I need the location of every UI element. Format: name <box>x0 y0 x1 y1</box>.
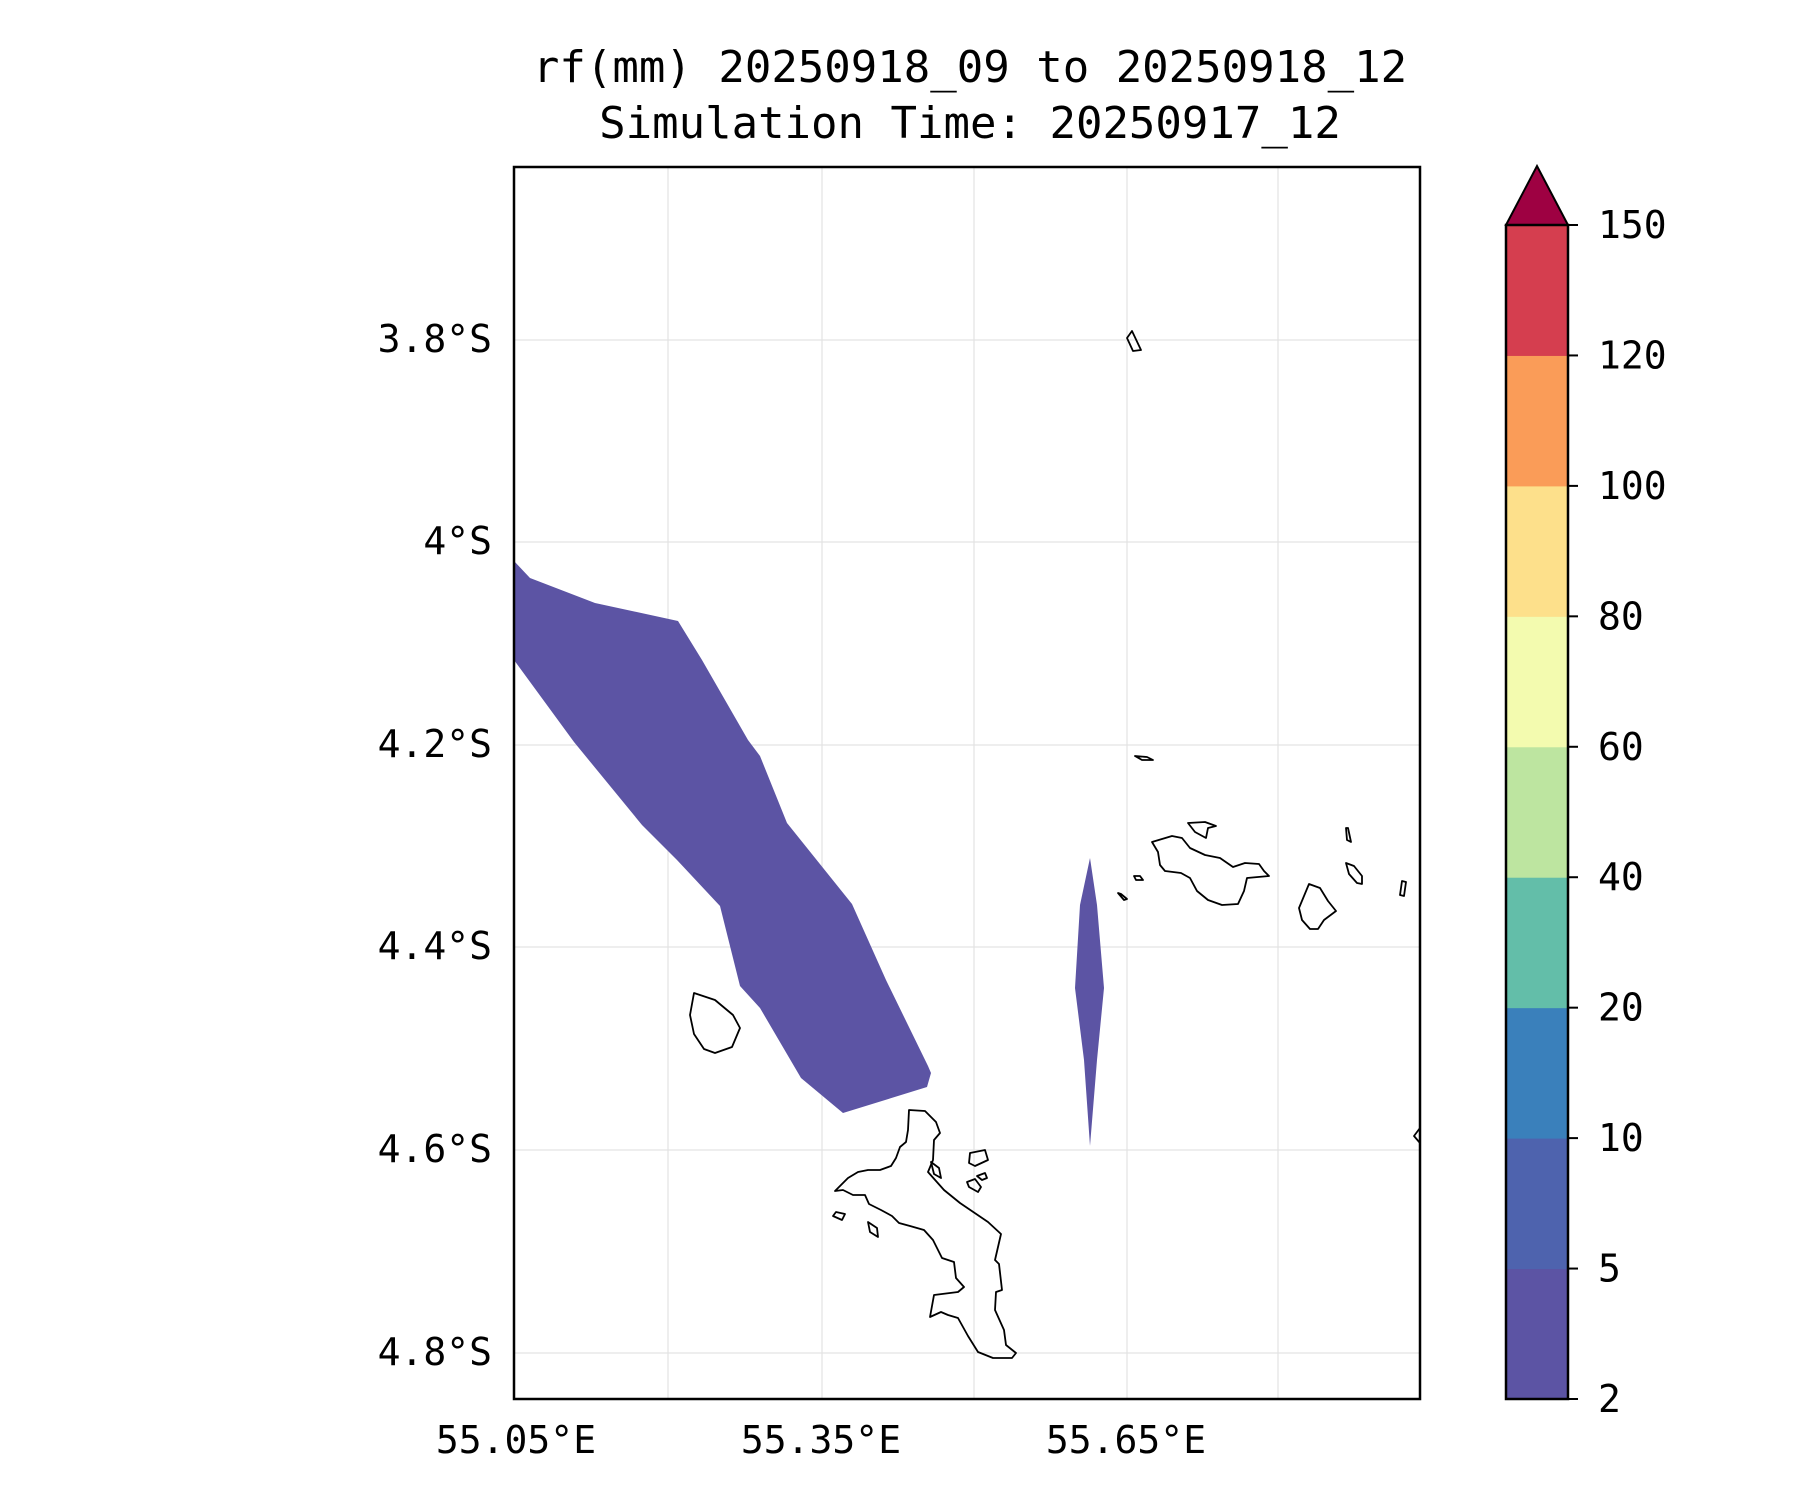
map-title-line-1: rf(mm) 20250918_09 to 20250918_12 <box>533 42 1407 93</box>
coastline-islet <box>867 1221 879 1238</box>
colorbar-tick-label: 40 <box>1598 855 1644 899</box>
coastline-islet <box>976 1172 988 1181</box>
colorbar-bin <box>1506 485 1568 617</box>
y-axis-labels: 3.8°S 4°S 4.2°S 4.4°S 4.6°S 4.8°S <box>378 317 492 1374</box>
colorbar-bin <box>1506 616 1568 748</box>
y-tick-label: 4°S <box>423 519 492 563</box>
y-tick-label: 4.4°S <box>378 924 492 968</box>
y-tick-label: 4.8°S <box>378 1330 492 1374</box>
x-axis-labels: 55.05°E 55.35°E 55.65°E <box>436 1418 1206 1462</box>
colorbar-tick-label: 10 <box>1598 1116 1644 1160</box>
coastline-islet <box>1345 862 1363 885</box>
colorbar-tick-label: 80 <box>1598 594 1644 638</box>
colorbar: 2 5 10 20 40 60 80 100 120 150 <box>1504 163 1667 1421</box>
colorbar-extend-max-triangle <box>1504 163 1570 226</box>
coastline-islet <box>1399 880 1407 897</box>
colorbar-bin <box>1506 355 1568 487</box>
coastline-praslin-island <box>1151 835 1270 906</box>
map-frame <box>512 165 1422 1401</box>
coastlines <box>689 330 1421 1359</box>
rainfall-band-main <box>514 561 931 1113</box>
map-title-line-2: Simulation Time: 20250917_12 <box>599 98 1341 149</box>
colorbar-bin <box>1506 225 1568 356</box>
coastline-north-islet <box>1126 330 1142 352</box>
rainfall-contours <box>514 561 1104 1146</box>
colorbar-tick-label: 150 <box>1598 203 1667 247</box>
rainfall-band-narrow <box>1075 858 1104 1146</box>
x-tick-label: 55.35°E <box>741 1418 901 1462</box>
coastline-mahe-island <box>834 1109 1017 1359</box>
coastline-islet <box>1345 827 1352 843</box>
y-tick-label: 4.2°S <box>378 722 492 766</box>
coastline-islet <box>1134 755 1154 761</box>
colorbar-bin <box>1506 1138 1568 1270</box>
colorbar-tick-label: 100 <box>1598 464 1667 508</box>
coastline-islet <box>930 1161 942 1179</box>
colorbar-bin <box>1506 746 1568 878</box>
colorbar-tick-label: 2 <box>1598 1377 1621 1421</box>
coastline-la-digue-island <box>1298 883 1337 930</box>
coastline-islet <box>1187 821 1217 839</box>
colorbar-ticks: 2 5 10 20 40 60 80 100 120 150 <box>1568 203 1667 1421</box>
colorbar-tick-label: 5 <box>1598 1247 1621 1291</box>
y-tick-label: 4.6°S <box>378 1127 492 1171</box>
colorbar-tick-label: 120 <box>1598 333 1667 377</box>
coastline-islet <box>1413 1127 1421 1144</box>
coastline-islet <box>832 1211 846 1221</box>
colorbar-bin <box>1506 1007 1568 1139</box>
colorbar-bin <box>1506 877 1568 1009</box>
coastline-islet <box>966 1178 982 1193</box>
colorbar-bins <box>1506 225 1568 1400</box>
coastline-islet <box>1133 875 1144 881</box>
x-tick-label: 55.65°E <box>1046 1418 1206 1462</box>
map-panel <box>512 165 1422 1401</box>
coastline-islet <box>968 1149 989 1167</box>
colorbar-bin <box>1506 1268 1568 1400</box>
colorbar-tick-label: 20 <box>1598 986 1644 1030</box>
coastline-islet <box>1117 892 1128 901</box>
colorbar-tick-label: 60 <box>1598 725 1644 769</box>
coastline-silhouette-island <box>689 992 741 1054</box>
y-tick-label: 3.8°S <box>378 317 492 361</box>
colorbar-frame <box>1504 223 1570 1401</box>
x-tick-label: 55.05°E <box>436 1418 596 1462</box>
